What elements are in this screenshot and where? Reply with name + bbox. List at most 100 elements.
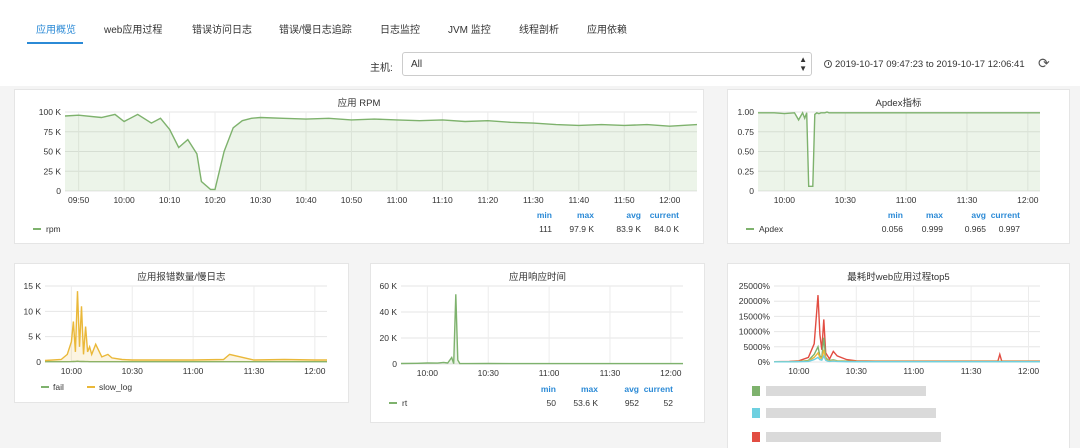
stat-header-min: min [537,210,552,220]
stat-header-current: current [650,210,679,220]
y-tick-label: 50 K [44,147,62,157]
x-tick-label: 11:40 [568,195,589,205]
y-tick-label: 40 K [380,307,398,317]
legend-label: rt [402,398,408,408]
y-tick-label: 15000% [739,311,771,321]
stat-value-min: 111 [539,224,552,234]
panel-top5: 最耗时web应用过程top5 0% 5000% 10000% 15000% 20000%… [727,263,1070,448]
select-arrows-icon: ▲ ▼ [799,55,807,73]
x-tick-label: 11:00 [387,195,408,205]
y-tick-label: 0 [749,186,754,196]
stat-header-avg: avg [624,384,639,394]
series-line-Apdex [758,111,1040,188]
tab-app-dependency[interactable]: 应用依赖 [587,25,627,36]
host-select-value: All [411,59,423,70]
x-tick-label: 10:40 [295,195,317,205]
x-tick-label: 10:00 [417,368,439,378]
x-tick-label: 10:00 [774,195,796,205]
legend-label: Apdex [759,224,784,234]
stat-value-current: 0.997 [999,224,1021,234]
y-tick-label: 5000% [744,342,771,352]
legend-label: rpm [46,224,61,234]
stat-header-max: max [926,210,943,220]
legend-label: slow_log [99,382,132,392]
stat-header-current: current [991,210,1020,220]
panel-title: 应用响应时间 [508,272,566,283]
x-tick-label: 12:00 [304,366,326,376]
y-tick-label: 100 K [39,107,62,117]
refresh-icon[interactable]: ⟳ [1038,55,1050,71]
stat-value-avg: 952 [625,398,639,408]
top5-chart: 0% 5000% 10000% 15000% 20000% 25000% 10:00 10:3… [739,281,1040,376]
y-tick-label: 0.25 [737,166,754,176]
stat-value-max: 97.9 K [569,224,594,234]
x-tick-label: 11:00 [903,366,924,376]
y-tick-label: 60 K [380,281,398,291]
tab-log-monitor[interactable]: 日志监控 [380,25,420,36]
filter-bar: 主机: All ▲ ▼ 2019-10-17 09:47:23 to 2019-1… [0,44,1080,86]
y-tick-label: 15 K [24,281,42,291]
x-tick-label: 10:00 [61,366,83,376]
time-range-picker[interactable]: 2019-10-17 09:47:23 to 2019-10-17 12:06:… [835,59,1025,70]
x-tick-label: 10:30 [478,368,500,378]
y-tick-label: 0% [758,357,771,367]
tab-error-slow-trace[interactable]: 错误/慢日志追踪 [279,25,352,36]
stat-header-min: min [888,210,903,220]
x-tick-label: 11:50 [614,195,635,205]
x-tick-label: 10:30 [846,366,868,376]
series-line-slow_log [44,291,327,362]
panel-apdex: Apdex指标 0 0.25 0.50 0.75 1.00 10:00 10:30 11:00… [727,89,1070,244]
y-tick-label: 75 K [44,127,62,137]
legend-label: fail [53,382,64,392]
y-tick-label: 5 K [28,332,41,342]
panel-title: 最耗时web应用过程top5 [847,272,950,283]
series-line-series [774,354,1040,363]
x-tick-label: 11:30 [244,366,265,376]
x-tick-label: 10:30 [250,195,272,205]
legend-redacted [752,382,1052,448]
x-tick-label: 11:00 [183,366,204,376]
stat-header-max: max [577,210,594,220]
x-tick-label: 12:00 [659,195,681,205]
stat-header-avg: avg [626,210,641,220]
apdex-chart: 0 0.25 0.50 0.75 1.00 10:00 10:30 11:00 11:30 12:… [737,107,1040,234]
series-line-rpm [64,113,698,191]
y-tick-label: 10 K [24,306,42,316]
y-tick-label: 10000% [739,327,771,337]
tab-web-process[interactable]: web应用过程 [104,25,163,36]
y-tick-label: 0 [36,357,41,367]
tab-jvm-monitor[interactable]: JVM 监控 [448,25,491,36]
x-tick-label: 11:00 [539,368,560,378]
stat-value-max: 0.999 [922,224,944,234]
y-tick-label: 25000% [739,281,771,291]
clock-icon [824,60,832,68]
x-tick-label: 12:00 [1018,366,1040,376]
x-tick-label: 11:20 [478,195,499,205]
series-area-rt [401,294,683,364]
series-area-rpm [65,114,697,191]
x-tick-label: 11:30 [961,366,982,376]
tab-error-access-log[interactable]: 错误访问日志 [192,25,252,36]
errors-chart: 0 5 K 10 K 15 K 10:00 10:30 11:00 11:30 12:00 fai… [24,281,327,392]
y-tick-label: 20000% [739,296,771,306]
stat-header-avg: avg [971,210,986,220]
x-tick-label: 11:00 [896,195,917,205]
series-line-fail [45,360,327,363]
panel-rt: 应用响应时间 0 20 K 40 K 60 K 10:00 10:30 11:00 11:30… [370,263,705,423]
stat-value-avg: 0.965 [965,224,987,234]
active-tab-indicator [27,42,83,44]
x-tick-label: 10:00 [788,366,810,376]
x-tick-label: 12:00 [660,368,682,378]
host-select[interactable]: All ▲ ▼ [402,52,812,76]
panel-title: 应用 RPM [337,98,381,109]
tab-thread-profiling[interactable]: 线程剖析 [519,25,559,36]
y-tick-label: 25 K [44,166,62,176]
series-line-series [773,295,1040,363]
x-tick-label: 11:30 [957,195,978,205]
x-tick-label: 12:00 [1017,195,1039,205]
tab-app-overview[interactable]: 应用概览 [36,25,76,36]
host-label: 主机: [370,63,393,74]
y-tick-label: 0 [392,359,397,369]
stat-value-current: 52 [664,398,674,408]
series-area-slow_log [45,291,327,362]
